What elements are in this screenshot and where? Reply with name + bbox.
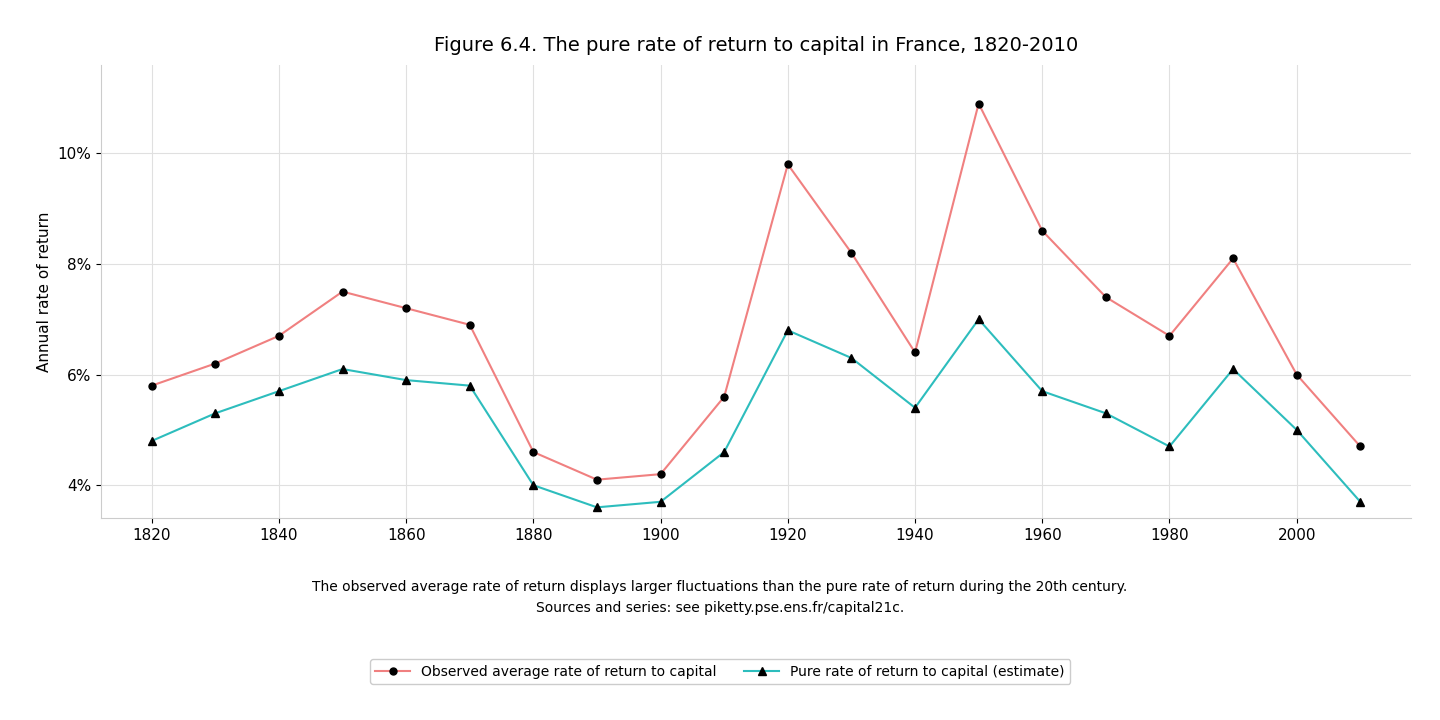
Text: The observed average rate of return displays larger fluctuations than the pure r: The observed average rate of return disp… (312, 580, 1128, 594)
Legend: Observed average rate of return to capital, Pure rate of return to capital (esti: Observed average rate of return to capit… (370, 659, 1070, 684)
Y-axis label: Annual rate of return: Annual rate of return (36, 212, 52, 372)
Title: Figure 6.4. The pure rate of return to capital in France, 1820-2010: Figure 6.4. The pure rate of return to c… (433, 36, 1079, 55)
Text: Sources and series: see piketty.pse.ens.fr/capital21c.: Sources and series: see piketty.pse.ens.… (536, 601, 904, 616)
